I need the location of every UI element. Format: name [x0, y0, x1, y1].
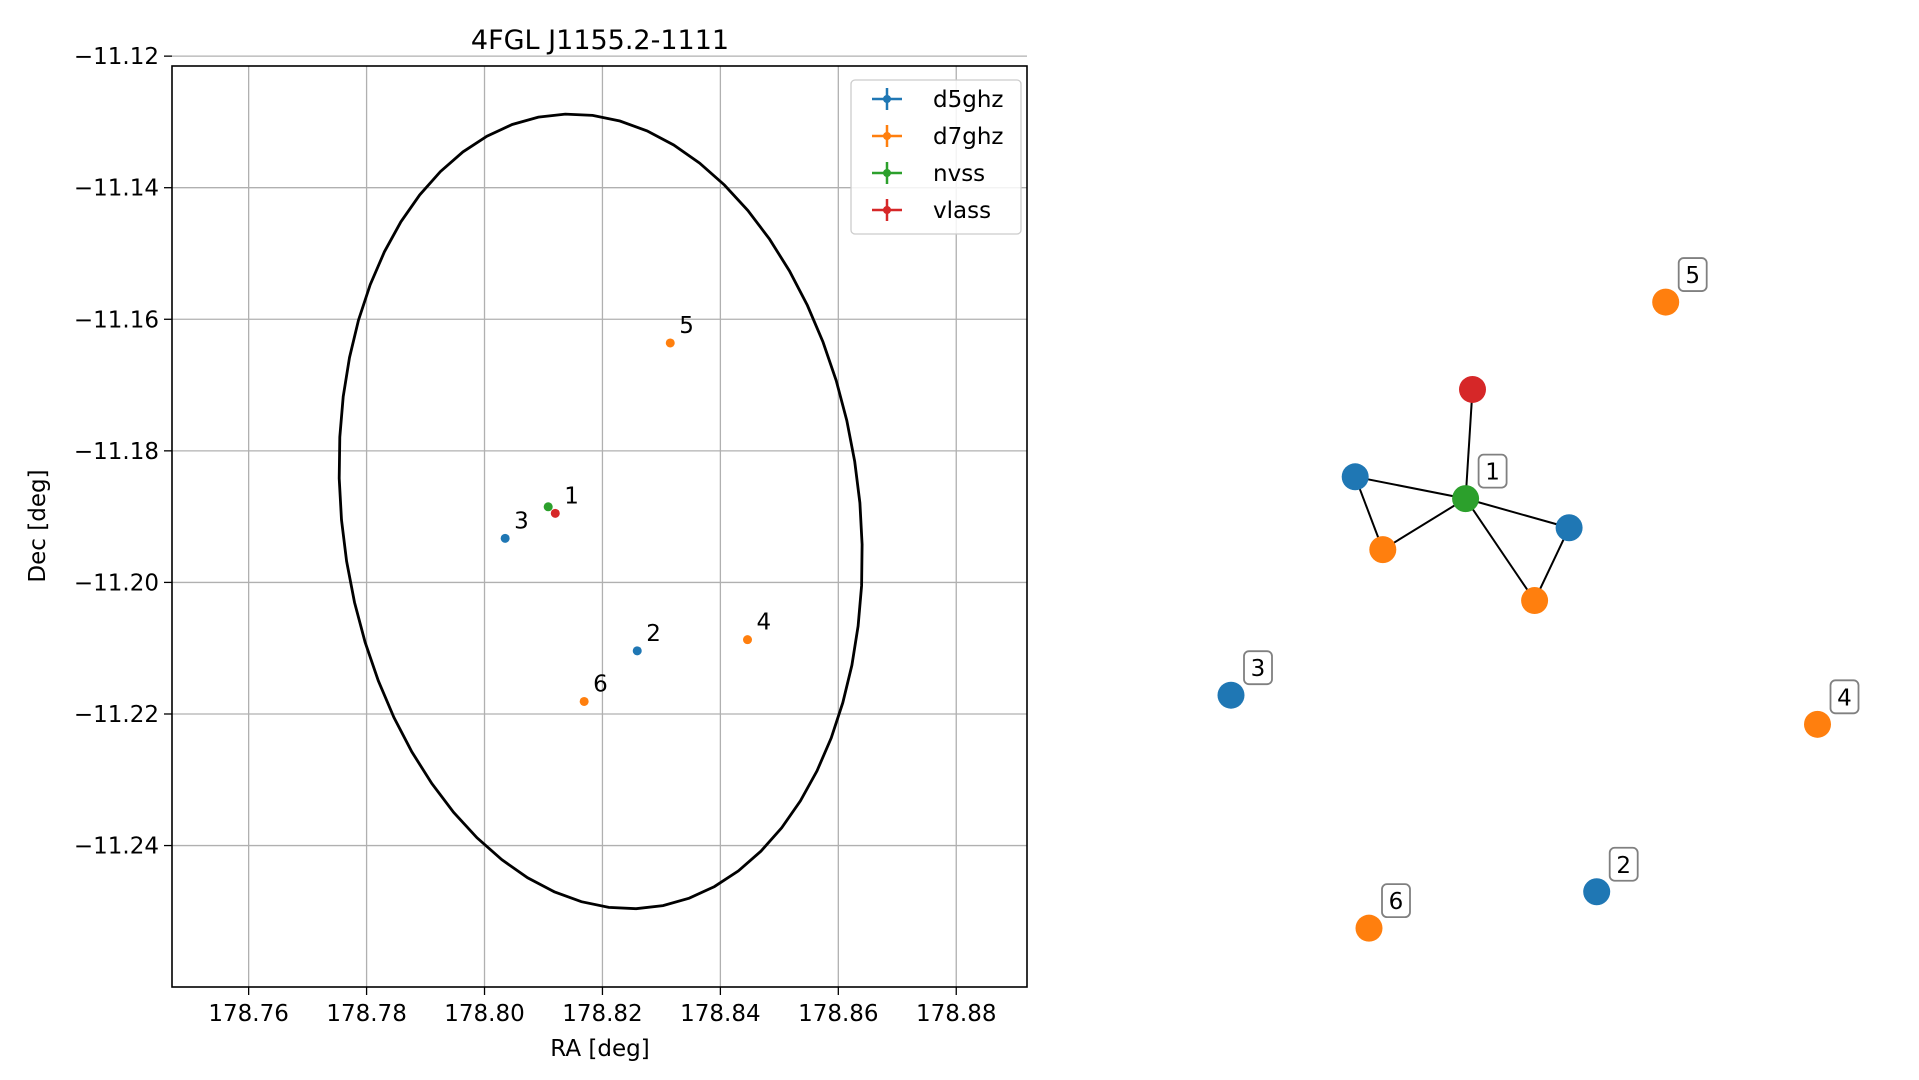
network-node	[1452, 485, 1480, 513]
node-label: 2	[1616, 853, 1631, 879]
network-node	[1555, 514, 1583, 542]
nodes-layer: 1 5 3 4 2 6	[1217, 257, 1860, 942]
node-label-box	[1608, 846, 1639, 882]
x-tick-label: 178.78	[326, 1001, 406, 1027]
y-tick-label: −11.24	[74, 834, 159, 860]
x-tick-label: 178.88	[916, 1001, 996, 1027]
network-edge	[1464, 389, 1474, 499]
point-label: 6	[593, 671, 608, 697]
legend-label: nvss	[933, 161, 985, 187]
legend-label: d7ghz	[933, 124, 1003, 150]
legend-box	[850, 79, 1022, 235]
point-label: 5	[679, 313, 694, 339]
point-label: 2	[646, 621, 661, 647]
network-edge	[1465, 497, 1570, 529]
network-node	[1369, 536, 1397, 564]
network-edge	[1464, 498, 1536, 602]
node-label-box	[1829, 679, 1860, 715]
legend: d5ghz d7ghz nvss vlass	[850, 79, 1022, 235]
y-tick-label: −11.20	[74, 570, 159, 596]
network-node	[1804, 710, 1831, 738]
chart-title: 4FGL J1155.2-1111	[471, 25, 729, 56]
network-node	[1341, 463, 1369, 491]
grid-lines	[172, 55, 1027, 987]
point-label: 1	[564, 483, 579, 509]
node-label-box	[1243, 650, 1273, 686]
point-d5ghz	[500, 533, 510, 543]
axes-frame	[171, 65, 1028, 988]
y-tick-label: −11.18	[74, 439, 159, 465]
y-axis-label: Dec [deg]	[25, 469, 51, 582]
x-tick-label: 178.86	[798, 1001, 878, 1027]
y-tick-label: −11.12	[74, 44, 159, 70]
network-edge	[1382, 497, 1467, 551]
point-d7ghz	[579, 696, 589, 706]
network-node	[1652, 288, 1680, 316]
network-panel: 1 5 3 4 2 6	[1217, 257, 1860, 942]
x-tick-label: 178.84	[680, 1001, 760, 1027]
point-nvss	[543, 502, 553, 512]
node-label-box	[1477, 453, 1508, 489]
points-layer: 3 2 5 4 6 1	[500, 313, 772, 706]
y-tick-label: −11.16	[74, 307, 159, 333]
node-label: 4	[1837, 685, 1852, 711]
network-node	[1583, 878, 1611, 906]
node-label: 5	[1685, 263, 1700, 289]
x-tick-label: 178.82	[562, 1001, 642, 1027]
legend-label: d5ghz	[933, 87, 1003, 113]
legend-label: vlass	[933, 198, 991, 224]
x-tick-label: 178.76	[208, 1001, 288, 1027]
network-node	[1217, 681, 1245, 709]
node-label: 3	[1251, 656, 1266, 682]
network-edge	[1355, 475, 1466, 500]
node-label: 6	[1389, 889, 1404, 915]
point-vlass	[550, 508, 560, 518]
node-label-box	[1677, 257, 1708, 292]
y-tick-label: −11.14	[74, 176, 159, 202]
edges-layer	[1354, 389, 1571, 602]
point-label: 3	[514, 508, 529, 534]
error-ellipse	[337, 112, 864, 911]
legend-marker-dot	[883, 95, 891, 103]
point-d7ghz	[743, 635, 753, 645]
x-tick-label: 178.80	[444, 1001, 524, 1027]
point-d7ghz	[665, 338, 675, 348]
legend-marker-dot	[883, 206, 891, 214]
network-node	[1459, 375, 1486, 403]
point-d5ghz	[632, 646, 642, 656]
node-label: 1	[1485, 460, 1500, 486]
legend-marker-dot	[883, 132, 891, 140]
legend-marker-dot	[883, 169, 891, 177]
x-axis-label: RA [deg]	[550, 1036, 649, 1062]
ellipse-layer	[337, 112, 864, 911]
y-tick-label: −11.22	[74, 702, 159, 728]
node-label-box	[1381, 883, 1411, 919]
network-node	[1355, 914, 1383, 942]
point-label: 4	[757, 610, 772, 636]
network-node	[1521, 587, 1549, 615]
ticks-layer: 178.76 178.78 178.80 178.82 178.84 178.86 178.…	[74, 44, 997, 1027]
